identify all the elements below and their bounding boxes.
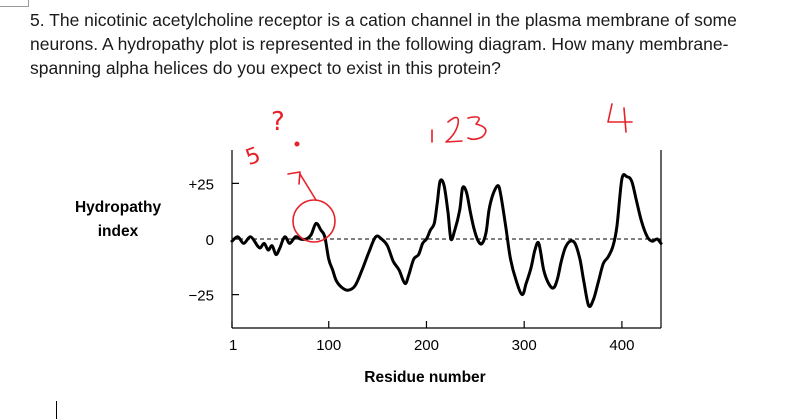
page-corner-mark	[0, 0, 29, 7]
y-axis-label-line-1: Hydropathy	[75, 199, 162, 216]
annotation-tick-4	[607, 103, 633, 133]
x-tick-label: 300	[512, 337, 537, 354]
x-axis-label: Residue number	[364, 369, 485, 386]
annotation-question-mark: ?	[271, 107, 285, 137]
x-tick-label: 1	[229, 337, 237, 354]
annotation-circle	[292, 199, 336, 243]
annotation-arrow-shaft	[299, 173, 317, 201]
annotation-tick-2	[445, 116, 463, 143]
x-tick-label: 200	[414, 337, 439, 354]
x-tick-label: 400	[609, 337, 634, 354]
text-cursor	[56, 401, 57, 419]
annotation-arrow-head	[287, 171, 301, 185]
annotation-dot	[294, 141, 300, 147]
hydropathy-series-line	[230, 173, 663, 309]
x-tick-label: 100	[316, 337, 341, 354]
y-tick-label: 0	[206, 232, 214, 249]
y-tick-label: +25	[189, 176, 214, 193]
y-axis-label-line-2: index	[98, 223, 139, 240]
question-text: 5. The nicotinic acetylcholine receptor …	[30, 10, 737, 78]
annotation-five: 5	[242, 143, 264, 171]
x-ticks: 1 100 200 300 400	[229, 321, 634, 354]
y-tick-label: −25	[189, 288, 214, 305]
annotation-tick-3	[467, 116, 487, 141]
handwritten-annotations	[287, 103, 633, 243]
